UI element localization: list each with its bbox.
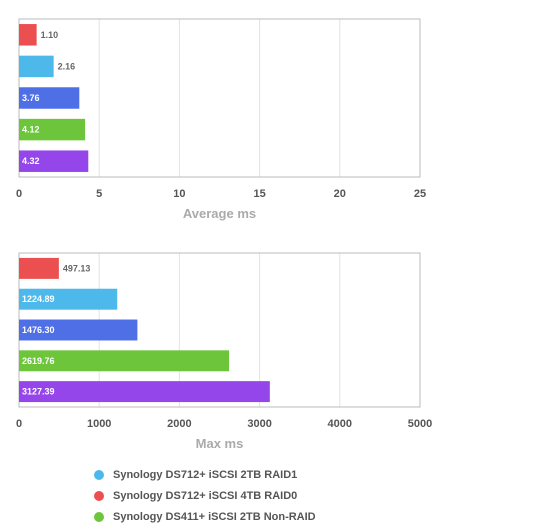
bar-label: 4.12 <box>22 125 40 135</box>
average-ms-chart: 1.10 2.16 3.76 4.12 4.32 0 5 10 15 20 25 Average ms <box>0 0 560 230</box>
bar <box>19 118 86 141</box>
bar <box>19 350 230 372</box>
bar <box>19 381 270 403</box>
x-tick-label: 3000 <box>247 418 271 430</box>
legend-item[interactable]: Synology DS411+ iSCSI 2TB Non-RAID <box>94 507 534 527</box>
legend-item[interactable]: Synology DS712+ iSCSI 2TB RAID1 <box>94 465 534 485</box>
bar-label: 1476.30 <box>22 325 55 335</box>
bar-label: 2619.76 <box>22 356 55 366</box>
legend-label: Synology DS712+ iSCSI 2TB RAID1 <box>113 469 298 481</box>
bar <box>19 319 138 341</box>
bar <box>19 288 118 310</box>
bar-label: 497.13 <box>63 263 91 273</box>
legend-marker-icon <box>94 470 104 480</box>
x-tick-label: 5000 <box>408 418 432 430</box>
legend: Synology DS712+ iSCSI 2TB RAID1 Synology… <box>94 465 534 528</box>
bar <box>19 257 59 279</box>
legend-item[interactable]: Synology DS712+ iSCSI 4TB RAID0 <box>94 486 534 506</box>
bar <box>19 150 89 172</box>
bar-label: 3.76 <box>22 93 40 103</box>
average-ms-chart-svg: 1.10 2.16 3.76 4.12 4.32 0 5 10 15 20 25 Average ms <box>16 18 426 221</box>
x-tick-label: 5 <box>96 188 102 200</box>
legend-label: Synology DS712+ iSCSI 4TB RAID0 <box>113 490 298 502</box>
legend-marker-icon <box>94 512 104 522</box>
bar-label: 4.32 <box>22 156 40 166</box>
bar-label: 1.10 <box>41 30 59 40</box>
x-tick-label: 20 <box>334 188 346 200</box>
x-tick-label: 0 <box>16 188 22 200</box>
bar-label: 2.16 <box>58 61 76 71</box>
legend-marker-icon <box>94 491 104 501</box>
x-tick-label: 4000 <box>328 418 352 430</box>
bar-label: 1224.89 <box>22 294 55 304</box>
x-tick-label: 2000 <box>167 418 191 430</box>
max-ms-chart: 497.13 1224.89 1476.30 2619.76 3127.39 0 1000 2… <box>0 245 560 460</box>
bar-label: 3127.39 <box>22 387 55 397</box>
x-tick-label: 1000 <box>87 418 111 430</box>
bar <box>19 24 37 46</box>
x-axis-title: Average ms <box>183 206 256 221</box>
x-axis-title: Max ms <box>196 436 244 451</box>
max-ms-chart-svg: 497.13 1224.89 1476.30 2619.76 3127.39 0 1000 2… <box>16 252 432 451</box>
x-tick-label: 10 <box>173 188 185 200</box>
legend-label: Synology DS411+ iSCSI 2TB Non-RAID <box>113 511 316 523</box>
bar <box>19 55 54 78</box>
x-tick-label: 0 <box>16 418 22 430</box>
x-tick-label: 15 <box>253 188 265 200</box>
x-tick-label: 25 <box>414 188 426 200</box>
bar <box>19 87 80 109</box>
